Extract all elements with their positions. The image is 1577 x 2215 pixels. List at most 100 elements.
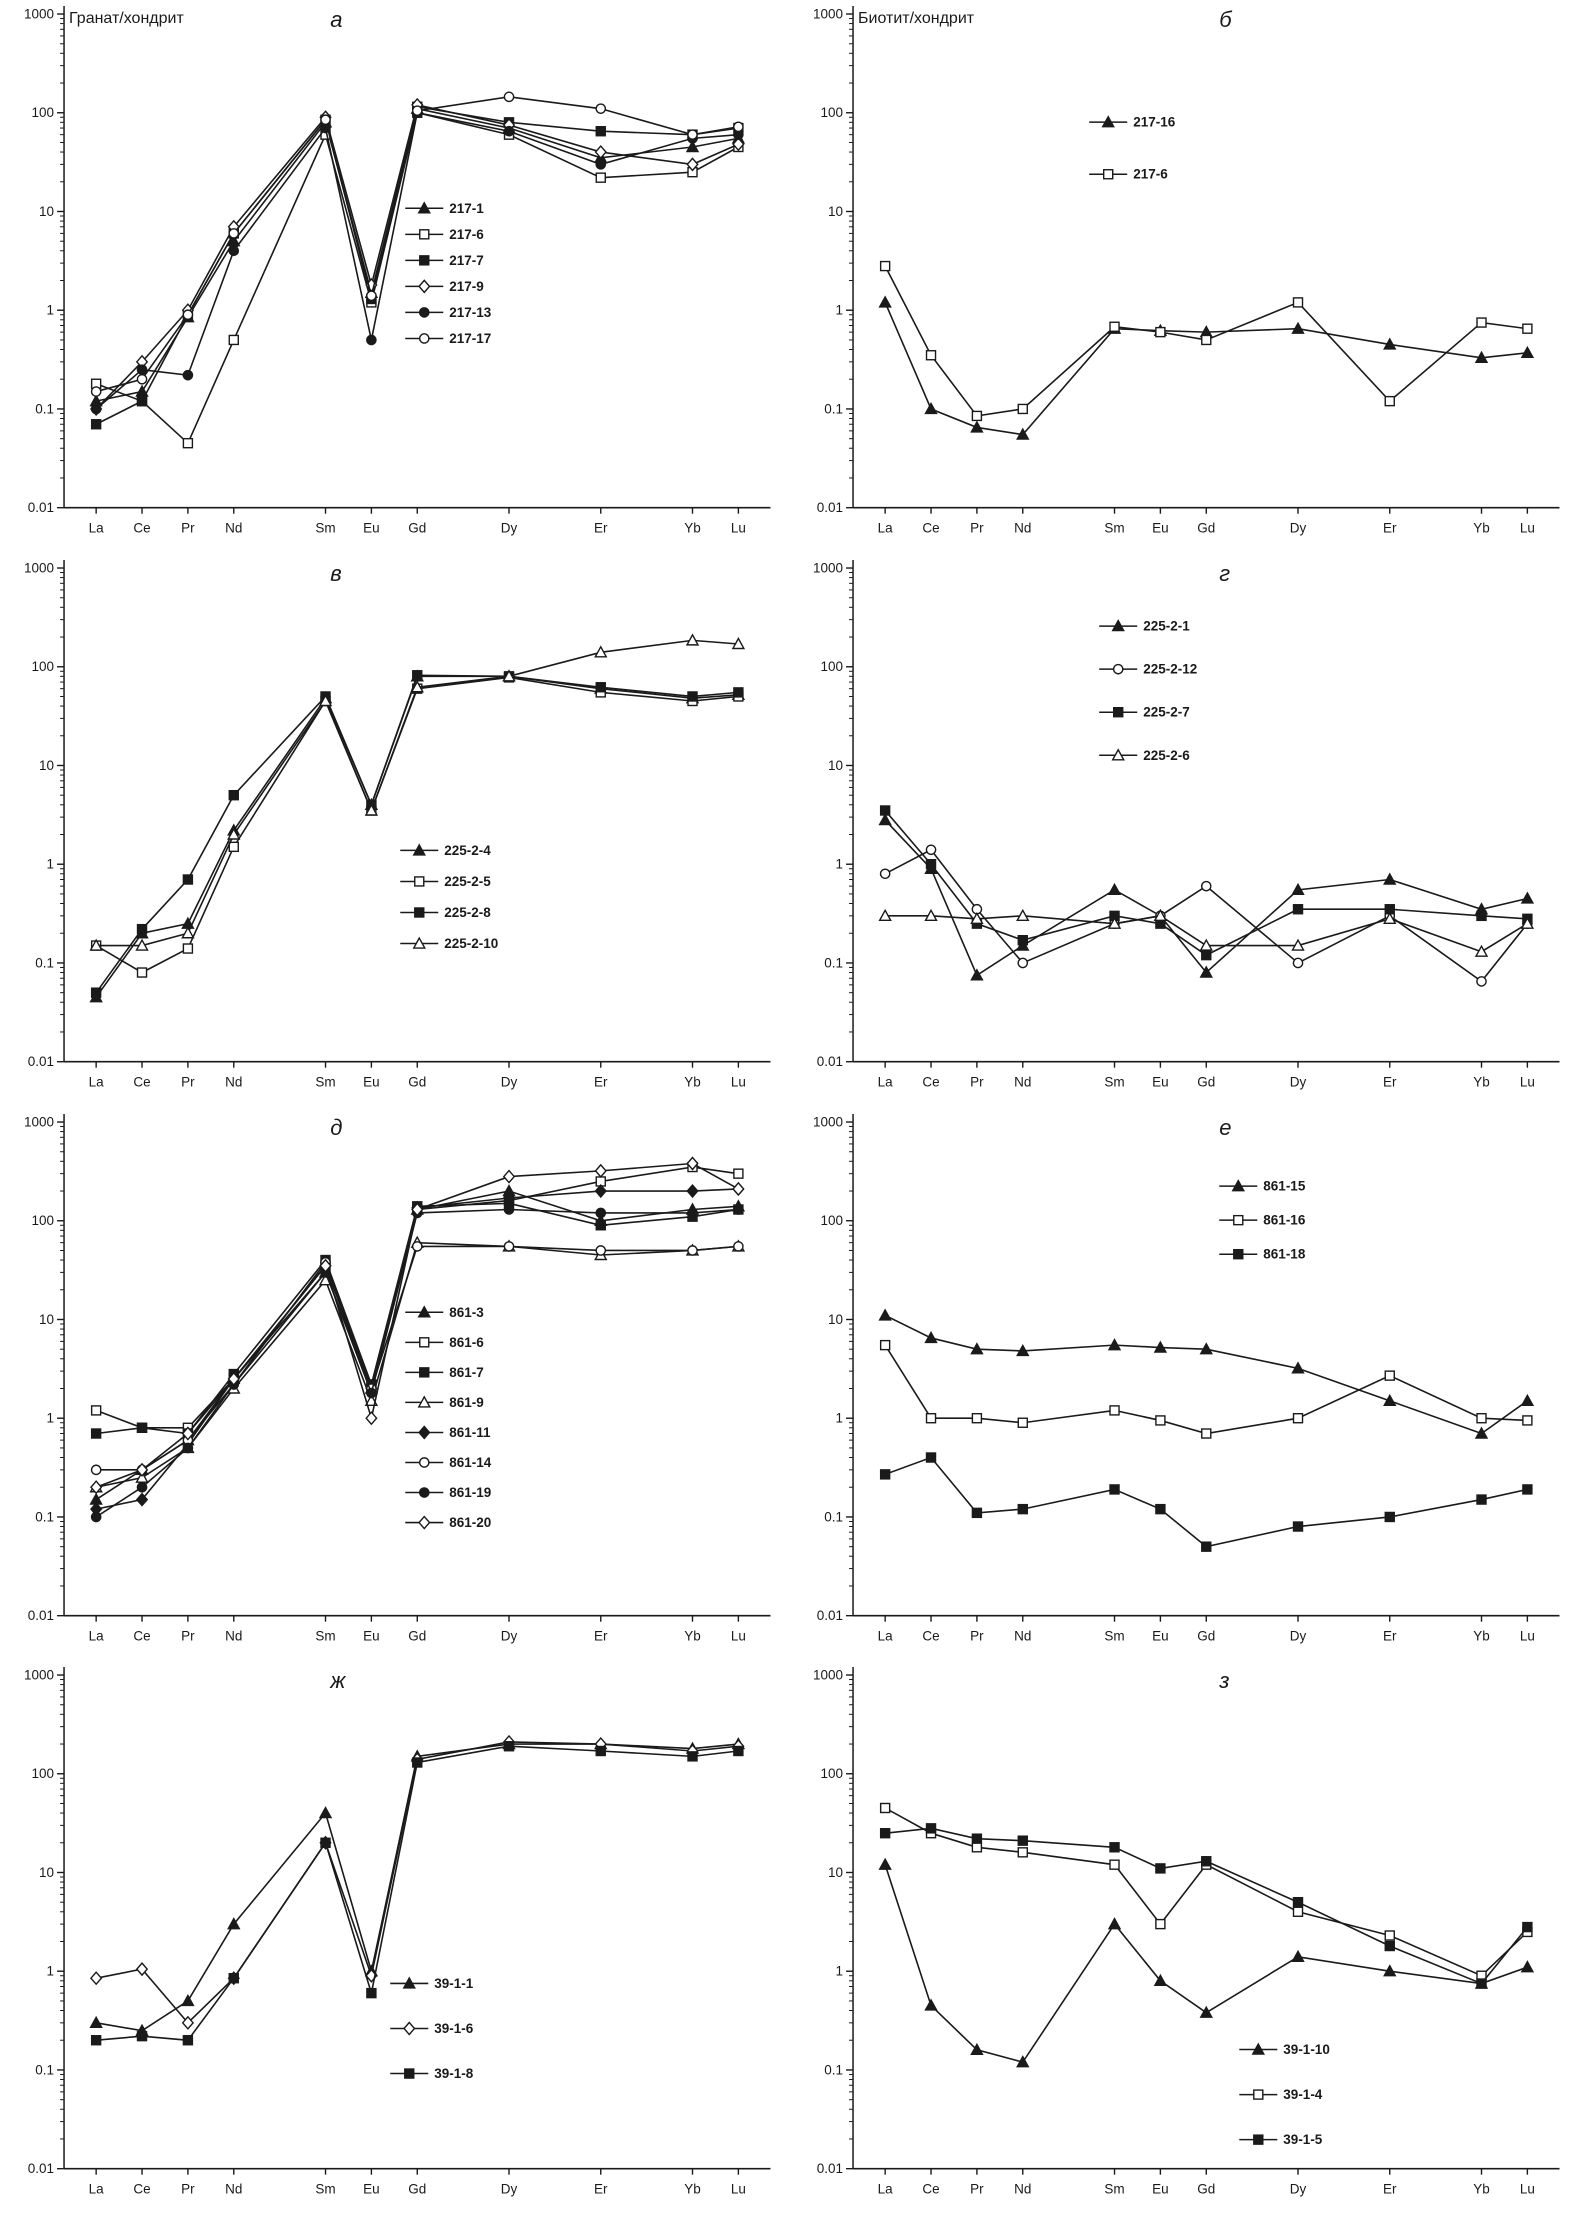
svg-text:Pr: Pr: [181, 1628, 195, 1643]
svg-text:10: 10: [39, 1311, 54, 1326]
svg-text:Yb: Yb: [1473, 1628, 1490, 1643]
chart-canvas-a: 1000 100 10 1 0.1 0.01 La Ce Pr Nd Sm Eu Gd Dy Er Yb Lu 2…: [24, 6, 771, 536]
svg-text:Dy: Dy: [501, 2182, 518, 2197]
svg-text:Гранат/хондрит: Гранат/хондрит: [69, 10, 184, 27]
svg-text:Gd: Gd: [408, 1628, 426, 1643]
panel-d-garnet-861: 1000 100 10 1 0.1 0.01 La Ce Pr Nd Sm Eu Gd Dy Er Yb Lu 8…: [0, 1107, 789, 1662]
svg-text:217-13: 217-13: [449, 305, 492, 320]
svg-text:Nd: Nd: [1014, 2182, 1031, 2197]
svg-text:Pr: Pr: [970, 521, 984, 536]
svg-text:1: 1: [47, 856, 55, 871]
svg-text:Er: Er: [594, 521, 608, 536]
svg-text:10: 10: [828, 204, 843, 219]
svg-text:1000: 1000: [812, 1114, 842, 1129]
svg-text:100: 100: [820, 1213, 843, 1228]
svg-text:0.01: 0.01: [28, 2161, 54, 2176]
svg-text:Lu: Lu: [731, 1074, 746, 1089]
svg-text:Lu: Lu: [731, 2182, 746, 2197]
svg-text:б: б: [1219, 7, 1233, 32]
chart-canvas-zh: 1000 100 10 1 0.1 0.01 La Ce Pr Nd Sm Eu Gd Dy Er Yb Lu 3…: [24, 1667, 771, 2197]
svg-text:0.01: 0.01: [816, 1608, 842, 1623]
svg-text:217-17: 217-17: [449, 331, 491, 346]
svg-text:Sm: Sm: [315, 1074, 335, 1089]
svg-text:Dy: Dy: [1289, 521, 1306, 536]
svg-text:Yb: Yb: [684, 521, 701, 536]
svg-text:0.1: 0.1: [35, 2063, 54, 2078]
svg-text:Lu: Lu: [1519, 1628, 1534, 1643]
svg-text:1000: 1000: [812, 7, 842, 22]
svg-text:1000: 1000: [24, 1114, 54, 1129]
svg-text:Er: Er: [1383, 521, 1397, 536]
svg-text:Gd: Gd: [408, 521, 426, 536]
svg-text:Eu: Eu: [363, 1628, 380, 1643]
svg-text:0.1: 0.1: [824, 2063, 843, 2078]
svg-text:225-2-5: 225-2-5: [444, 874, 491, 889]
svg-text:39-1-8: 39-1-8: [434, 2066, 474, 2081]
svg-text:1000: 1000: [24, 560, 54, 575]
svg-text:100: 100: [32, 659, 55, 674]
svg-text:Dy: Dy: [501, 1628, 518, 1643]
svg-text:Pr: Pr: [970, 1628, 984, 1643]
svg-text:Ce: Ce: [922, 2182, 939, 2197]
svg-text:Nd: Nd: [1014, 521, 1031, 536]
svg-text:861-3: 861-3: [449, 1304, 484, 1319]
panel-b-biotite-217: 1000 100 10 1 0.1 0.01 La Ce Pr Nd Sm Eu Gd Dy Er Yb Lu 2…: [788, 0, 1577, 554]
panel-e-biotite-861: 1000 100 10 1 0.1 0.01 La Ce Pr Nd Sm Eu Gd Dy Er Yb Lu 8…: [788, 1107, 1577, 1662]
svg-text:La: La: [89, 521, 105, 536]
svg-text:861-6: 861-6: [449, 1334, 484, 1349]
svg-text:в: в: [330, 561, 341, 586]
svg-text:г: г: [1219, 561, 1230, 586]
svg-text:Lu: Lu: [1519, 1074, 1534, 1089]
svg-text:Sm: Sm: [315, 521, 335, 536]
svg-text:225-2-1: 225-2-1: [1143, 618, 1190, 633]
chart-canvas-z: 1000 100 10 1 0.1 0.01 La Ce Pr Nd Sm Eu Gd Dy Er Yb Lu 3…: [812, 1667, 1559, 2197]
svg-text:1: 1: [835, 856, 843, 871]
svg-text:100: 100: [820, 105, 843, 120]
svg-text:Pr: Pr: [181, 521, 195, 536]
svg-text:100: 100: [820, 659, 843, 674]
svg-text:Er: Er: [594, 1628, 608, 1643]
svg-text:0.1: 0.1: [35, 1509, 54, 1524]
svg-text:Nd: Nd: [225, 1628, 242, 1643]
svg-text:0.1: 0.1: [824, 955, 843, 970]
svg-text:10: 10: [828, 758, 843, 773]
svg-text:Yb: Yb: [684, 1074, 701, 1089]
svg-text:Gd: Gd: [1197, 1628, 1215, 1643]
svg-text:217-1: 217-1: [449, 201, 484, 216]
chart-canvas-v: 1000 100 10 1 0.1 0.01 La Ce Pr Nd Sm Eu Gd Dy Er Yb Lu 2…: [24, 559, 771, 1089]
svg-text:La: La: [89, 1628, 105, 1643]
svg-text:Lu: Lu: [1519, 2182, 1534, 2197]
svg-text:Lu: Lu: [1519, 521, 1534, 536]
svg-text:Ce: Ce: [133, 521, 150, 536]
svg-text:Dy: Dy: [1289, 1074, 1306, 1089]
svg-text:861-19: 861-19: [449, 1485, 491, 1500]
svg-text:Eu: Eu: [363, 2182, 380, 2197]
svg-text:0.01: 0.01: [28, 500, 54, 515]
svg-text:861-14: 861-14: [449, 1454, 492, 1469]
svg-text:0.01: 0.01: [816, 2161, 842, 2176]
chart-canvas-b: 1000 100 10 1 0.1 0.01 La Ce Pr Nd Sm Eu Gd Dy Er Yb Lu 2…: [812, 6, 1559, 536]
svg-text:1: 1: [835, 303, 843, 318]
svg-text:0.1: 0.1: [824, 1509, 843, 1524]
svg-text:0.1: 0.1: [824, 401, 843, 416]
svg-text:1000: 1000: [24, 1668, 54, 1683]
svg-text:10: 10: [39, 204, 54, 219]
svg-text:Yb: Yb: [1473, 1074, 1490, 1089]
svg-text:225-2-4: 225-2-4: [444, 843, 491, 858]
svg-text:Ce: Ce: [133, 2182, 150, 2197]
svg-text:861-18: 861-18: [1263, 1246, 1306, 1261]
svg-text:Dy: Dy: [1289, 1628, 1306, 1643]
svg-text:10: 10: [39, 1865, 54, 1880]
svg-text:Er: Er: [594, 1074, 608, 1089]
svg-text:225-2-7: 225-2-7: [1143, 704, 1190, 719]
svg-text:Sm: Sm: [315, 1628, 335, 1643]
svg-text:д: д: [330, 1115, 342, 1140]
svg-text:0.1: 0.1: [35, 401, 54, 416]
svg-text:Dy: Dy: [1289, 2182, 1306, 2197]
svg-text:Dy: Dy: [501, 1074, 518, 1089]
svg-text:La: La: [89, 1074, 105, 1089]
svg-text:Lu: Lu: [731, 521, 746, 536]
svg-text:Gd: Gd: [408, 2182, 426, 2197]
svg-text:225-2-12: 225-2-12: [1143, 661, 1197, 676]
